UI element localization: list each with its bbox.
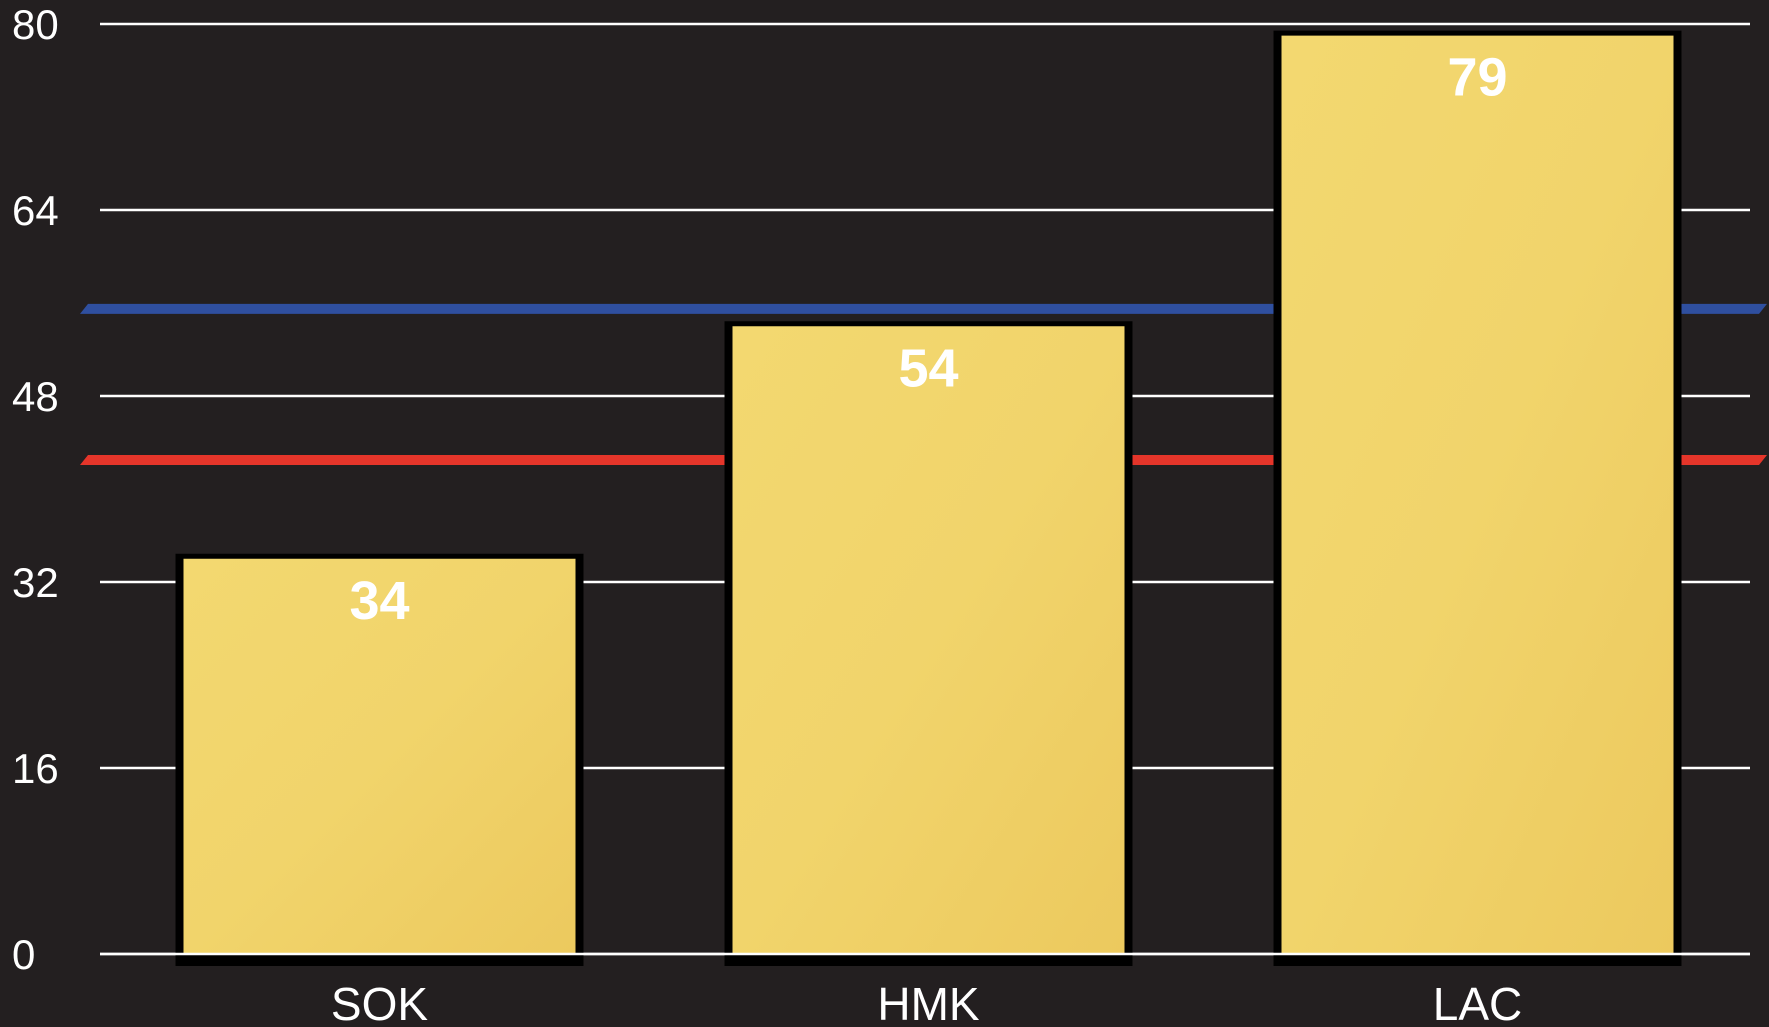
y-tick-label-0: 0 [12, 931, 35, 978]
y-tick-label-16: 16 [12, 745, 59, 792]
data-label-hmk: 54 [898, 338, 958, 398]
x-category-label-sok: SOK [331, 978, 428, 1027]
x-category-label-lac: LAC [1433, 978, 1522, 1027]
y-tick-label-80: 80 [12, 1, 59, 48]
bars [100, 30, 1750, 966]
bar-sok [183, 558, 576, 954]
data-labels: 34 54 79 [349, 48, 1507, 631]
y-tick-label-64: 64 [12, 187, 59, 234]
data-label-sok: 34 [349, 571, 409, 631]
y-tick-label-48: 48 [12, 373, 59, 420]
x-category-label-hmk: HMK [877, 978, 980, 1027]
data-label-lac: 79 [1447, 48, 1507, 108]
y-tick-label-32: 32 [12, 559, 59, 606]
bar-lac [1281, 35, 1674, 954]
bar-hmk [732, 326, 1125, 954]
x-axis-category-labels: SOK HMK LAC [331, 978, 1522, 1027]
y-axis-tick-labels: 0 16 32 48 64 80 [12, 1, 59, 978]
